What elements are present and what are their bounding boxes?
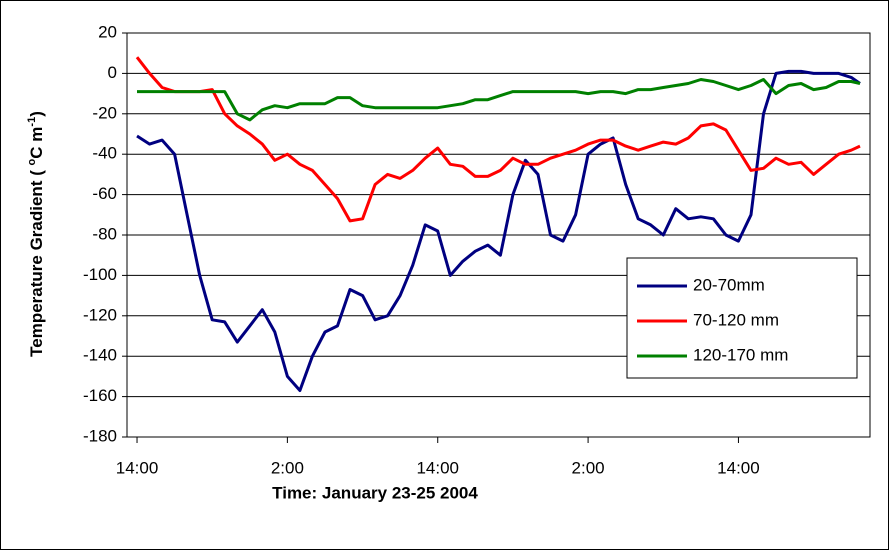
y-tick-label: -100 (83, 265, 117, 284)
y-tick-label: -80 (92, 224, 117, 243)
legend-label: 120-170 mm (693, 345, 788, 364)
x-tick-label: 14:00 (116, 458, 159, 477)
series-line (137, 78, 861, 122)
x-tick-label: 2:00 (271, 458, 304, 477)
y-tick-label: -40 (92, 144, 117, 163)
y-axis-title-part: ) (27, 111, 46, 117)
y-tick-label: -120 (83, 305, 117, 324)
y-tick-label: -20 (92, 103, 117, 122)
y-tick-label: -140 (83, 346, 117, 365)
y-tick-label: -160 (83, 386, 117, 405)
y-axis-title-part: -1 (26, 117, 38, 127)
y-axis-title: Temperature Gradient ( oC m-1) (26, 111, 47, 357)
x-tick-label: 14:00 (717, 458, 760, 477)
legend-box (626, 257, 858, 379)
y-tick-label: -60 (92, 184, 117, 203)
y-axis-title-part: o (26, 158, 38, 165)
x-tick-label: 14:00 (416, 458, 459, 477)
y-tick-label: 0 (108, 63, 117, 82)
series-line (135, 56, 861, 223)
legend-label: 20-70mm (693, 275, 765, 294)
y-axis-title-part: Temperature Gradient ( (27, 165, 46, 356)
y-tick-label: 20 (98, 22, 117, 41)
y-axis-title-part: C m (27, 127, 46, 159)
plot-border (126, 32, 871, 438)
y-tick-label: -180 (83, 426, 117, 445)
series-line (136, 69, 861, 392)
x-tick-label: 2:00 (572, 458, 605, 477)
x-axis-title: Time: January 23-25 2004 (272, 483, 478, 502)
legend-label: 70-120 mm (693, 310, 779, 329)
